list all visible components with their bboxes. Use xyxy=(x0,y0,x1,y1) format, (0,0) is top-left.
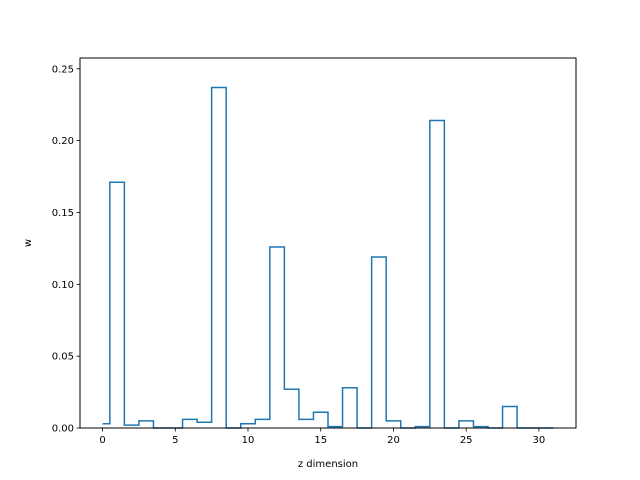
y-tick-label: 0.10 xyxy=(52,280,74,291)
x-tick-label: 10 xyxy=(242,435,255,446)
x-tick-label: 5 xyxy=(172,435,178,446)
y-tick-label: 0.00 xyxy=(52,424,74,435)
x-tick-label: 30 xyxy=(533,435,546,446)
y-axis-label: w xyxy=(23,239,34,247)
plot-area xyxy=(80,58,576,428)
axes-frame xyxy=(79,57,577,429)
y-tick-label: 0.20 xyxy=(52,136,74,147)
y-tick-label: 0.25 xyxy=(52,64,74,75)
x-tick-label: 20 xyxy=(387,435,400,446)
x-tick-label: 0 xyxy=(99,435,105,446)
y-tick-label: 0.05 xyxy=(52,352,74,363)
x-axis-label: z dimension xyxy=(298,459,358,470)
y-tick-label: 0.15 xyxy=(52,208,74,219)
x-tick-label: 25 xyxy=(460,435,473,446)
x-tick-label: 15 xyxy=(314,435,327,446)
ticks-layer: 0 5 10 15 20 25 30 0.00 0.05 0.10 0.15 0.20 0.25 xyxy=(52,64,546,446)
